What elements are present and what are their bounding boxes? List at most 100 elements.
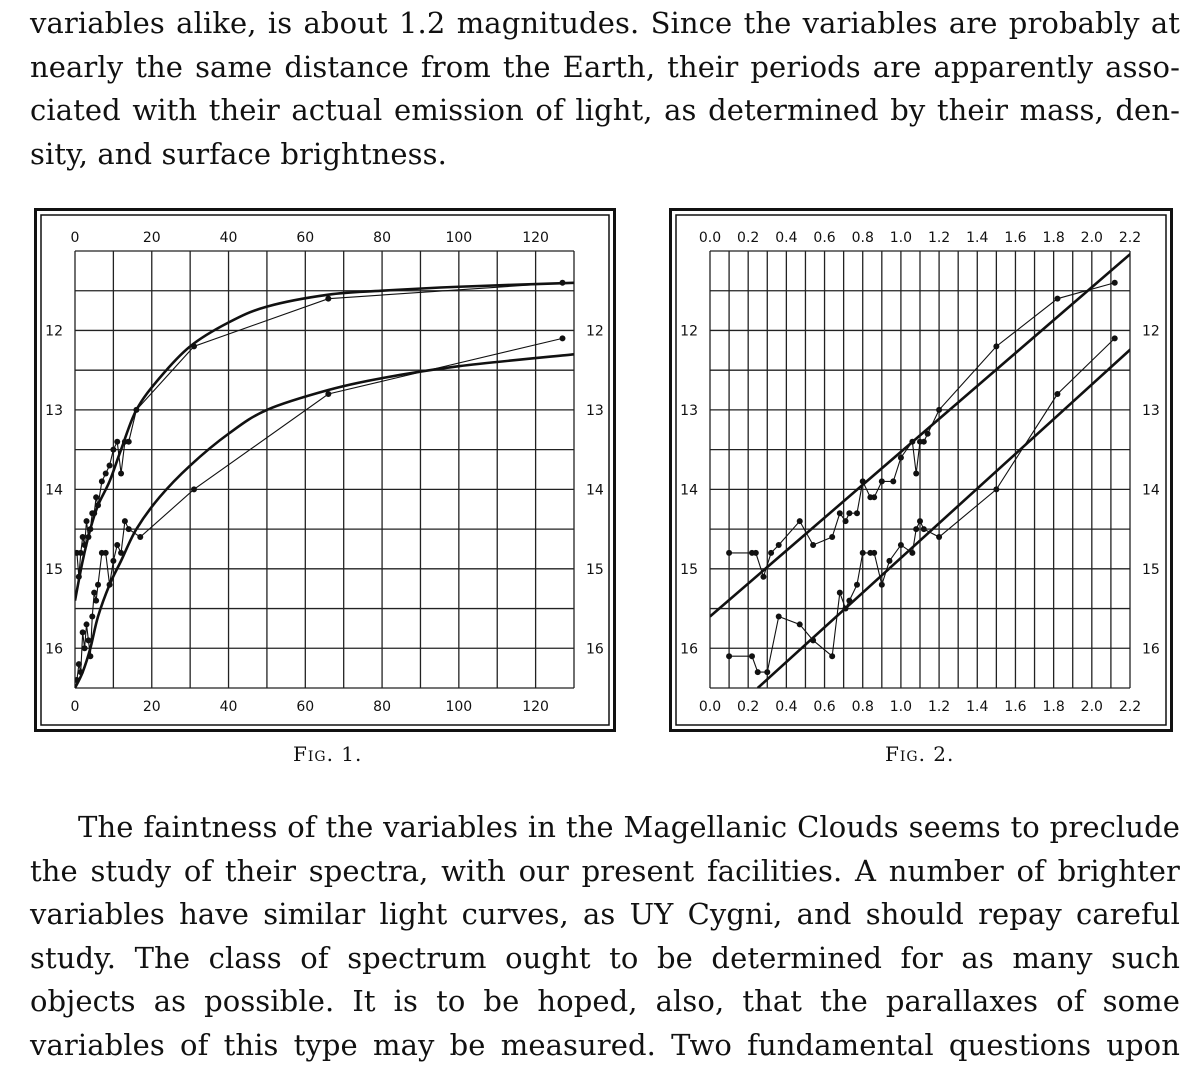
- x-tick-label-bottom: 1.6: [1004, 699, 1026, 715]
- x-tick-label-bottom: 40: [220, 699, 238, 715]
- x-tick-label-top: 0.4: [775, 230, 797, 246]
- x-tick-label-top: 1.8: [1043, 230, 1065, 246]
- data-point: [98, 478, 105, 485]
- text-line: The faintness of the variables in the Ma…: [78, 810, 1180, 844]
- series-line: [729, 282, 1115, 579]
- data-point: [775, 541, 782, 548]
- data-point: [1111, 335, 1118, 342]
- x-tick-label-bottom: 0.6: [813, 699, 835, 715]
- data-point: [897, 541, 904, 548]
- y-tick-label-left: 12: [45, 323, 63, 339]
- data-point: [125, 526, 132, 533]
- text-line: variables have similar light curves, as …: [30, 897, 1180, 931]
- data-point: [829, 653, 836, 660]
- data-point: [118, 549, 125, 556]
- data-point: [810, 541, 817, 548]
- y-tick-label-right: 13: [586, 403, 604, 419]
- data-point: [114, 438, 121, 445]
- x-tick-label-bottom: 120: [522, 699, 549, 715]
- data-point: [83, 518, 90, 525]
- data-point: [871, 549, 878, 556]
- data-point: [121, 518, 128, 525]
- data-point: [993, 486, 1000, 493]
- data-point: [854, 510, 860, 517]
- x-tick-label-bottom: 0.8: [852, 699, 874, 715]
- text-line: study. The class of spectrum ought to be…: [30, 940, 1180, 975]
- y-tick-label-right: 14: [586, 482, 604, 498]
- mean-curve: [75, 281, 574, 601]
- y-tick-label-left: 13: [45, 403, 63, 419]
- text-line: the study of their spectra, with our pre…: [30, 853, 1180, 888]
- x-tick-label-top: 40: [220, 230, 238, 246]
- plot-area: [710, 252, 1130, 688]
- data-point: [842, 518, 849, 525]
- data-point: [768, 549, 775, 556]
- mean-line: [710, 252, 1130, 618]
- data-point: [993, 343, 1000, 350]
- y-tick-label-left: 15: [45, 562, 63, 578]
- outer-frame: [34, 208, 616, 732]
- data-point: [102, 549, 109, 556]
- data-point: [93, 494, 100, 501]
- data-point: [559, 335, 566, 342]
- data-point: [89, 613, 96, 620]
- y-tick-label-left: 12: [680, 323, 698, 339]
- mean-line: [756, 348, 1130, 688]
- text-line: sity, and surface brightness.: [30, 136, 447, 171]
- y-tick-label-right: 15: [1142, 562, 1160, 578]
- data-point: [106, 462, 113, 469]
- inner-frame: [40, 214, 610, 726]
- x-tick-label-top: 1.0: [890, 230, 912, 246]
- x-tick-label-top: 1.6: [1004, 230, 1026, 246]
- x-tick-label-top: 80: [373, 230, 391, 246]
- y-tick-label-right: 16: [1142, 641, 1160, 657]
- x-tick-label-bottom: 1.2: [928, 699, 950, 715]
- x-tick-label-bottom: 0.4: [775, 699, 797, 715]
- data-point: [829, 534, 836, 541]
- data-point: [878, 478, 885, 485]
- data-point: [796, 518, 803, 525]
- y-tick-label-right: 13: [1142, 403, 1160, 419]
- data-point: [79, 534, 86, 541]
- x-tick-label-top: 1.4: [966, 230, 988, 246]
- x-tick-label-bottom: 60: [296, 699, 314, 715]
- data-point: [859, 549, 866, 556]
- data-point: [752, 549, 759, 556]
- text-line: variables of this type may be measured. …: [30, 1027, 1180, 1062]
- grid: [74, 250, 575, 689]
- data-point: [913, 526, 920, 533]
- data-point: [1111, 279, 1118, 286]
- data-point: [125, 438, 132, 445]
- x-tick-label-top: 0.6: [813, 230, 835, 246]
- data-point: [91, 589, 98, 596]
- data-point: [79, 629, 86, 636]
- data-point: [890, 478, 897, 485]
- data-point: [85, 637, 92, 644]
- data-point: [83, 621, 90, 628]
- data-point: [75, 661, 82, 668]
- mean-curve: [75, 352, 574, 688]
- inner-frame: [675, 214, 1167, 726]
- x-tick-label-top: 0.8: [852, 230, 874, 246]
- text-line: variables alike, is about 1.2 magnitudes…: [30, 6, 1180, 40]
- data-point: [836, 510, 843, 517]
- data-point: [110, 446, 117, 453]
- y-tick-label-left: 15: [680, 562, 698, 578]
- figure-2-caption: Fig. 2.: [885, 742, 955, 766]
- data-point: [325, 295, 332, 302]
- figure-1: 0 0 20 20 40 40 60 60 80 80 100 100 120 120 12 12 13 13 14…: [34, 208, 616, 732]
- y-tick-label-left: 14: [45, 482, 63, 498]
- data-point: [77, 549, 84, 556]
- data-point: [920, 526, 927, 533]
- y-tick-label-right: 16: [586, 641, 604, 657]
- data-point: [760, 573, 767, 580]
- text-line: objects as possible. It is to be hoped, …: [30, 984, 1180, 1018]
- y-tick-label-left: 14: [680, 482, 698, 498]
- series-line: [76, 282, 563, 577]
- data-point: [886, 557, 893, 564]
- y-tick-label-right: 14: [1142, 482, 1160, 498]
- x-tick-label-bottom: 0.0: [699, 699, 721, 715]
- paragraph-top: variables alike, is about 1.2 magnitudes…: [30, 2, 1180, 176]
- data-point: [846, 510, 853, 517]
- x-tick-label-bottom: 80: [373, 699, 391, 715]
